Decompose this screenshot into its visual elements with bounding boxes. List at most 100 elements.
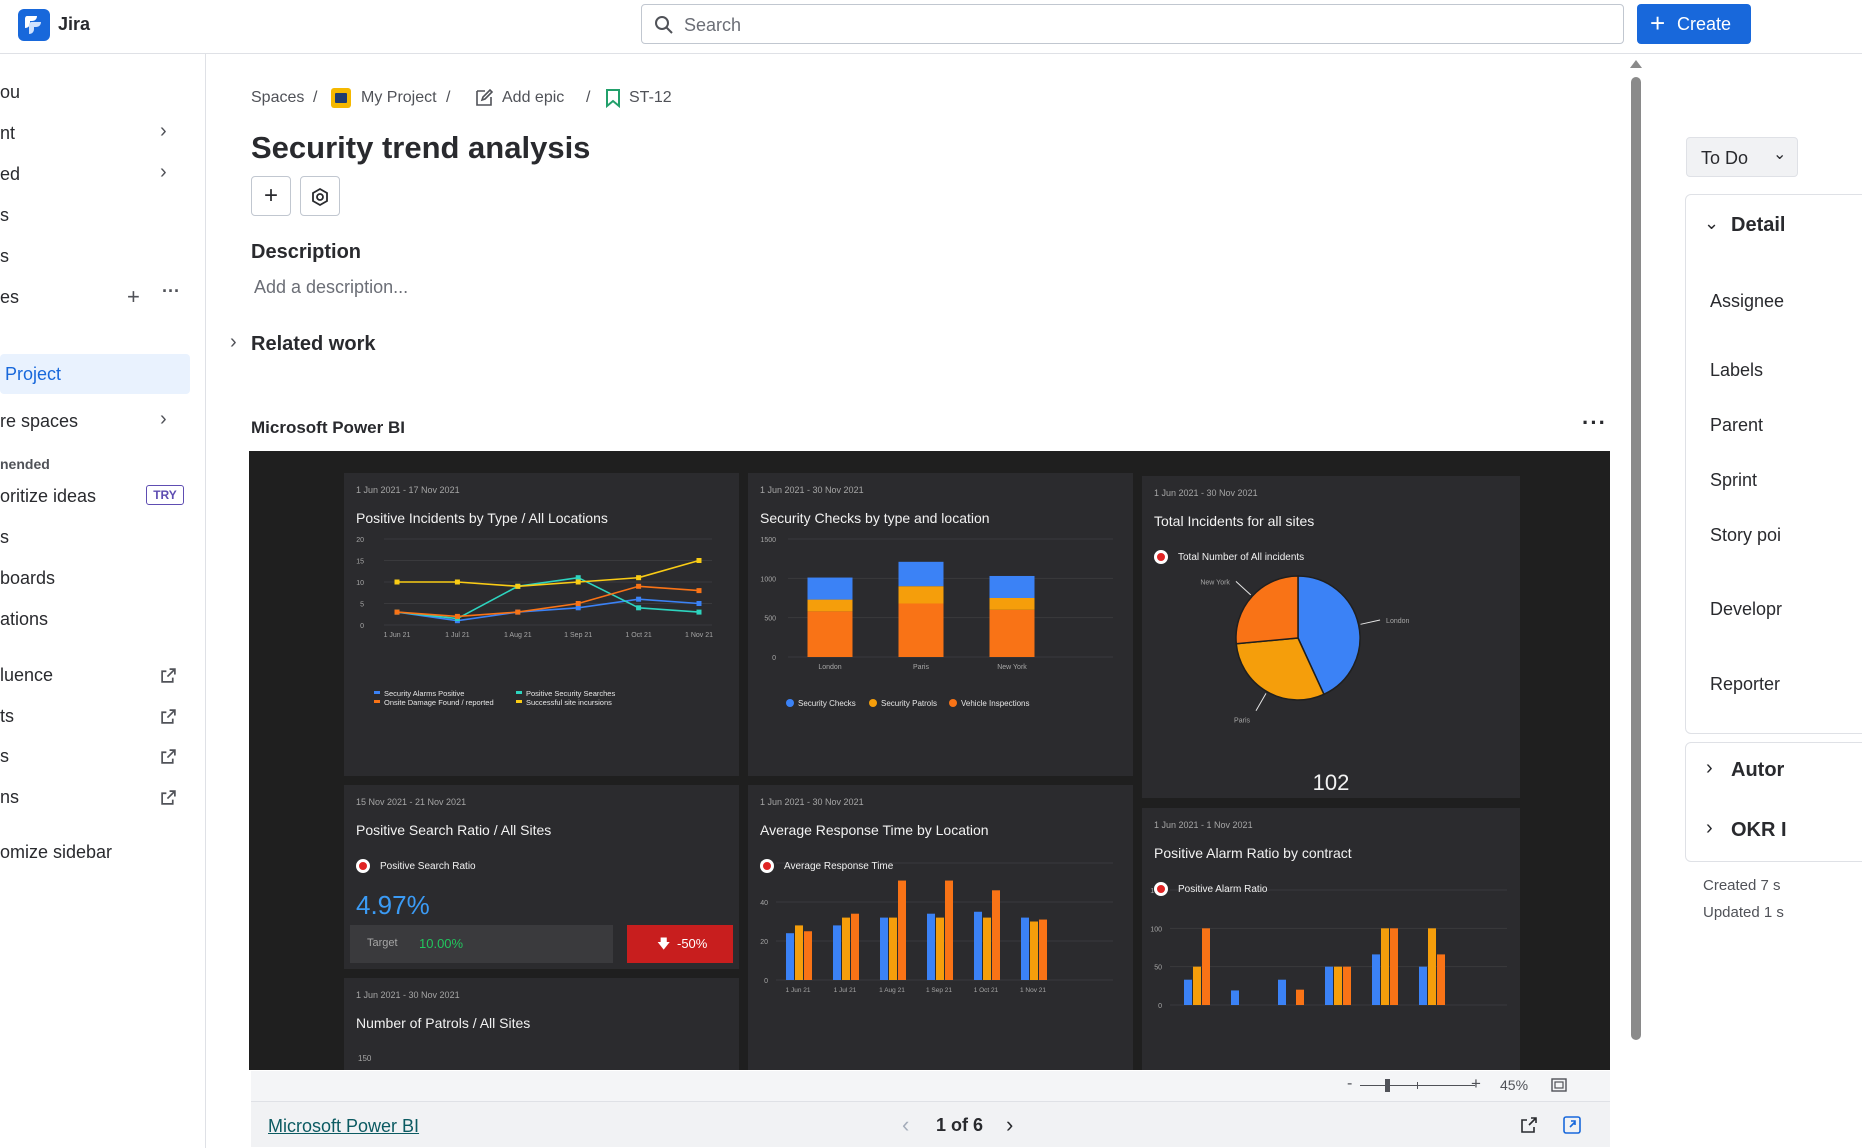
sidebar-item-label: luence	[0, 665, 54, 685]
sidebar-item-customize-sidebar[interactable]: omize sidebar	[0, 842, 112, 870]
details-heading[interactable]: Detail	[1731, 214, 1786, 236]
bookmark-story-icon	[606, 89, 620, 108]
share-icon[interactable]	[1520, 1116, 1538, 1134]
zoom-slider-handle[interactable]	[1385, 1079, 1390, 1092]
series-line	[396, 585, 700, 618]
scrollbar-thumb[interactable]	[1631, 77, 1641, 1040]
powerbi-report[interactable]: 0 5 10 15 20 1 Jun 21 1 Jul 21 1 Aug 21 1 Sep 21…	[249, 451, 1610, 1070]
fit-to-page-icon[interactable]	[1551, 1078, 1567, 1092]
sidebar-item-prioritize-ideas[interactable]: oritize ideas TRY	[0, 485, 190, 514]
sidebar-item-dashboards[interactable]: boards	[0, 568, 55, 596]
sidebar-item-for-you[interactable]: ou	[0, 82, 20, 110]
create-button[interactable]: + Create	[1637, 4, 1751, 44]
breadcrumb-project[interactable]: My Project	[361, 89, 437, 106]
app-name[interactable]: Jira	[58, 14, 91, 34]
card-title: Positive Incidents by Type / All Locatio…	[356, 510, 608, 526]
pie-chart: London Paris New York	[1200, 575, 1410, 725]
slice-label: New York	[1200, 579, 1230, 586]
bar-segment	[989, 598, 1035, 610]
external-link-icon	[161, 709, 176, 724]
scroll-up-arrow-icon[interactable]	[1630, 60, 1642, 68]
chevron-right-icon[interactable]: ›	[1706, 757, 1713, 779]
next-page-icon[interactable]: ›	[1006, 1112, 1014, 1137]
x-tick-label: 1 Jun 21	[786, 987, 811, 994]
x-tick-label: 1 Oct 21	[625, 632, 652, 639]
field-label-story-points: Story poi	[1710, 525, 1782, 545]
related-work-heading[interactable]: Related work	[251, 333, 376, 355]
card-total-incidents[interactable]: London Paris New York 1 Jun 2021 - 30 Nov …	[1142, 476, 1520, 798]
automation-heading[interactable]: Autor	[1731, 759, 1785, 781]
data-point	[696, 601, 702, 606]
card-number-of-patrols[interactable]: 1 Jun 2021 - 30 Nov 2021 Number of Patro…	[344, 978, 739, 1070]
breadcrumb-spaces[interactable]: Spaces	[251, 89, 305, 106]
chevron-right-icon[interactable]: ›	[230, 331, 237, 353]
sidebar-item-label: s	[0, 527, 9, 547]
zoom-out-button[interactable]: -	[1347, 1075, 1353, 1092]
card-security-checks[interactable]: 0 500 1000 1500 London Paris New York Security …	[748, 473, 1133, 776]
legend-swatch	[374, 691, 380, 694]
bar	[1381, 928, 1389, 1005]
sidebar-item-starred[interactable]: ed ›	[0, 161, 167, 192]
y-tick-label: 0	[1158, 1003, 1162, 1010]
sidebar-item-recent[interactable]: nt ›	[0, 120, 167, 151]
breadcrumb-issue-key[interactable]: ST-12	[629, 89, 672, 106]
sidebar-item-goals[interactable]: ts	[0, 706, 176, 734]
field-label-assignee: Assignee	[1710, 291, 1785, 311]
description-field[interactable]: Add a description...	[254, 277, 409, 297]
zoom-in-button[interactable]: +	[1471, 1074, 1481, 1093]
sidebar-item-apps[interactable]: s	[0, 205, 9, 233]
powerbi-link[interactable]: Microsoft Power BI	[268, 1116, 420, 1136]
bar-segment	[898, 586, 944, 604]
sidebar-item-plans[interactable]: s	[0, 246, 9, 274]
data-point	[394, 609, 400, 615]
sidebar-item-more-apps[interactable]: ns	[0, 787, 176, 815]
sidebar-item-more-spaces[interactable]: re spaces ›	[0, 408, 167, 439]
try-badge: TRY	[146, 485, 184, 505]
jira-logo-icon[interactable]	[18, 9, 50, 41]
bar	[786, 933, 794, 980]
card-positive-incidents[interactable]: 0 5 10 15 20 1 Jun 21 1 Jul 21 1 Aug 21 1 Sep 21…	[344, 473, 739, 776]
open-in-powerbi-icon[interactable]	[1563, 1116, 1581, 1134]
card-average-response-time[interactable]: 02040601 Jun 211 Jul 211 Aug 211 Sep 211…	[748, 785, 1133, 1070]
breadcrumb-add-epic[interactable]: Add epic	[502, 89, 565, 106]
bar-segment	[807, 577, 853, 600]
okr-heading[interactable]: OKR I	[1731, 819, 1787, 841]
target-label: Target	[367, 937, 398, 949]
data-point	[515, 583, 521, 589]
details-section	[1685, 194, 1862, 734]
data-point	[636, 596, 642, 602]
more-icon[interactable]: ···	[162, 281, 180, 301]
external-link-icon	[161, 668, 176, 683]
card-positive-alarm-ratio[interactable]: 050100150 1 Jun 2021 - 1 Nov 2021 Positi…	[1142, 808, 1520, 1070]
search-input[interactable]: Search	[641, 4, 1624, 44]
chevron-down-icon[interactable]: ⌄	[1704, 213, 1720, 233]
card-date: 1 Jun 2021 - 30 Nov 2021	[356, 990, 460, 1000]
kpi-target-icon	[1154, 882, 1168, 896]
bar-segment	[898, 603, 944, 657]
apps-button[interactable]	[300, 176, 340, 216]
y-tick-label: 40	[760, 900, 768, 907]
sidebar-item-teams[interactable]: s	[0, 746, 176, 774]
sidebar-item-operations[interactable]: ations	[0, 609, 48, 637]
add-child-button[interactable]: +	[251, 176, 291, 216]
add-icon[interactable]: +	[127, 284, 140, 309]
chevron-right-icon[interactable]: ›	[1706, 817, 1713, 839]
chevron-right-icon: ›	[160, 120, 167, 142]
previous-page-icon[interactable]: ‹	[902, 1112, 910, 1137]
sidebar-item-filters[interactable]: s	[0, 527, 9, 555]
bar	[1193, 966, 1201, 1005]
sidebar-item-spaces[interactable]: es + ···	[0, 281, 190, 315]
leader-line	[1235, 581, 1252, 596]
sidebar-item-label: ts	[0, 706, 15, 726]
card-positive-search-ratio[interactable]: 15 Nov 2021 - 21 Nov 2021 Positive Searc…	[344, 785, 739, 969]
sidebar-item-my-project[interactable]: Project	[0, 354, 190, 394]
issue-title[interactable]: Security trend analysis	[251, 130, 591, 165]
breadcrumb-separator: /	[313, 89, 318, 106]
status-dropdown[interactable]: To Do ⌄	[1686, 137, 1798, 177]
leader-line	[1360, 619, 1381, 625]
more-actions-icon[interactable]: ···	[1582, 410, 1607, 435]
sidebar-item-confluence[interactable]: luence	[0, 665, 176, 693]
section-heading-label: nended	[0, 456, 50, 472]
bar-segment	[989, 575, 1035, 598]
scrollbar[interactable]	[1626, 54, 1646, 1148]
